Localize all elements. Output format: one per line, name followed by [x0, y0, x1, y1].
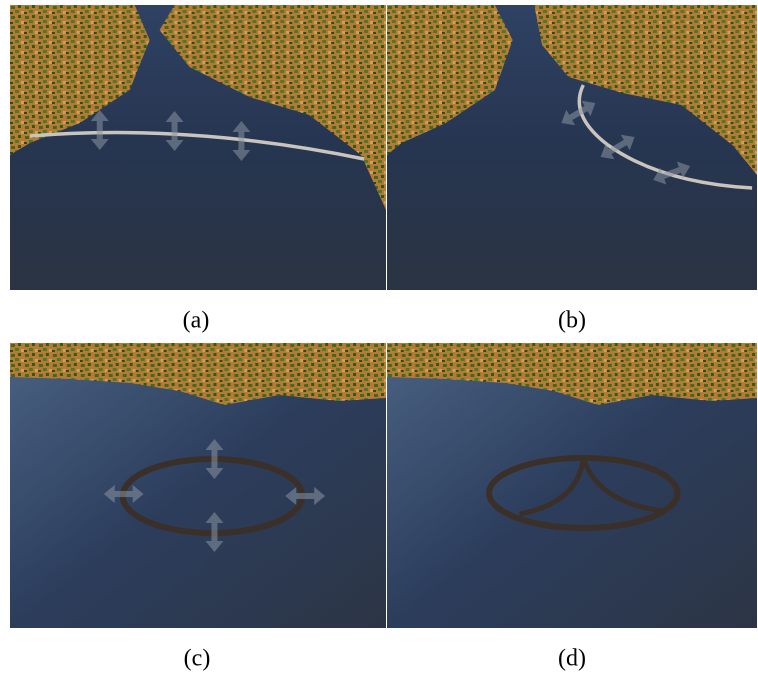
caption: (c)	[184, 646, 211, 672]
figure: (a) (b) (c) (d)	[0, 0, 758, 678]
caption: (a)	[183, 308, 210, 334]
caption: (d)	[558, 646, 586, 672]
panel-c	[10, 343, 386, 628]
panel-d	[387, 343, 757, 628]
panel-b	[387, 5, 757, 290]
caption: (b)	[558, 308, 586, 334]
panel-a	[10, 5, 386, 290]
